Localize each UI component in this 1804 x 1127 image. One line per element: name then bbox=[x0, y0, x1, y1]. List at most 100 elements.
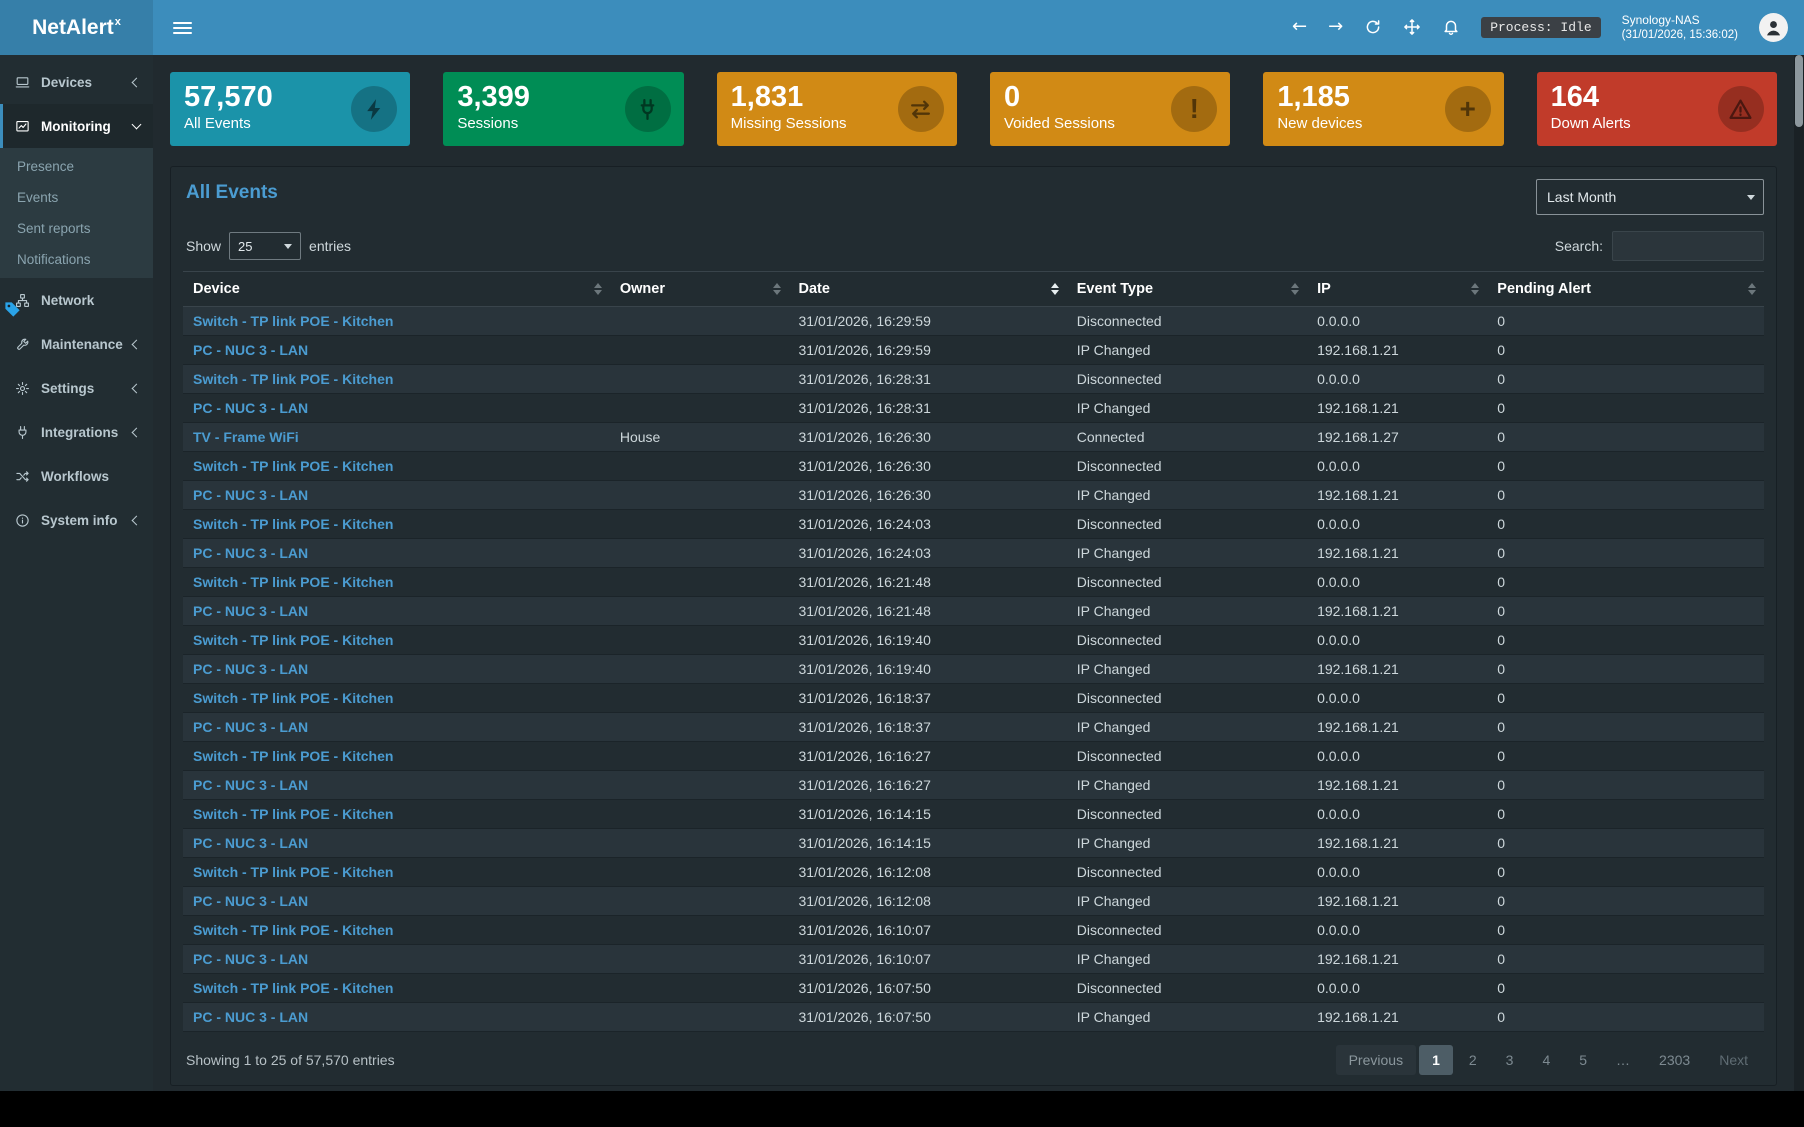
ip-cell: 192.168.1.21 bbox=[1307, 770, 1488, 800]
pagination-previous-button[interactable]: Previous bbox=[1335, 1045, 1417, 1075]
pagination-page-…[interactable]: … bbox=[1616, 1052, 1631, 1068]
device-link[interactable]: Switch - TP link POE - Kitchen bbox=[193, 516, 394, 532]
table-row: PC - NUC 3 - LAN 31/01/2026, 16:12:08 IP C… bbox=[183, 886, 1764, 916]
pending-alert-cell: 0 bbox=[1487, 509, 1764, 539]
device-link[interactable]: Switch - TP link POE - Kitchen bbox=[193, 922, 394, 938]
column-header-ip[interactable]: IP bbox=[1307, 271, 1488, 307]
device-cell: Switch - TP link POE - Kitchen bbox=[183, 973, 610, 1003]
device-cell: PC - NUC 3 - LAN bbox=[183, 480, 610, 510]
device-link[interactable]: PC - NUC 3 - LAN bbox=[193, 893, 309, 909]
column-header-owner[interactable]: Owner bbox=[609, 271, 789, 307]
column-header-date[interactable]: Date bbox=[788, 271, 1067, 307]
date-cell: 31/01/2026, 16:21:48 bbox=[788, 567, 1067, 597]
stat-card-sessions[interactable]: 3,399 Sessions bbox=[443, 72, 684, 146]
sidebar-item-monitoring[interactable]: Monitoring bbox=[0, 104, 153, 148]
device-link[interactable]: Switch - TP link POE - Kitchen bbox=[193, 632, 394, 648]
pending-alert-cell: 0 bbox=[1487, 393, 1764, 423]
device-link[interactable]: PC - NUC 3 - LAN bbox=[193, 835, 309, 851]
pagination-page-1[interactable]: 1 bbox=[1419, 1045, 1453, 1075]
refresh-icon[interactable] bbox=[1364, 18, 1382, 36]
device-link[interactable]: Switch - TP link POE - Kitchen bbox=[193, 574, 394, 590]
device-cell: PC - NUC 3 - LAN bbox=[183, 944, 610, 974]
pagination-page-4[interactable]: 4 bbox=[1542, 1052, 1551, 1068]
back-icon[interactable]: ← bbox=[1292, 16, 1308, 38]
sidebar-subitem-notifications[interactable]: Notifications bbox=[17, 252, 91, 267]
device-link[interactable]: PC - NUC 3 - LAN bbox=[193, 342, 309, 358]
device-link[interactable]: PC - NUC 3 - LAN bbox=[193, 661, 309, 677]
move-icon[interactable] bbox=[1403, 18, 1421, 36]
device-link[interactable]: PC - NUC 3 - LAN bbox=[193, 951, 309, 967]
device-link[interactable]: Switch - TP link POE - Kitchen bbox=[193, 690, 394, 706]
stat-card-down-alerts[interactable]: 164 Down Alerts bbox=[1536, 72, 1777, 146]
stat-card-voided-sessions[interactable]: 0 Voided Sessions! bbox=[989, 72, 1231, 146]
user-avatar[interactable] bbox=[1759, 12, 1788, 42]
sort-icon bbox=[1748, 283, 1756, 295]
sidebar-item-system-info[interactable]: System info bbox=[0, 498, 153, 542]
entries-label: entries bbox=[309, 238, 352, 254]
scrollbar-track[interactable] bbox=[1794, 55, 1804, 1091]
column-header-device[interactable]: Device bbox=[183, 271, 610, 307]
forward-icon[interactable]: → bbox=[1328, 16, 1344, 38]
pagination-page-3[interactable]: 3 bbox=[1505, 1052, 1514, 1068]
page-length-select[interactable]: 25 bbox=[229, 232, 302, 260]
sidebar-subitem-presence[interactable]: Presence bbox=[17, 159, 75, 174]
scrollbar-thumb[interactable] bbox=[1795, 55, 1803, 127]
sidebar-toggle-button[interactable] bbox=[173, 21, 192, 34]
pending-alert-cell: 0 bbox=[1487, 1002, 1764, 1032]
sidebar-item-workflows[interactable]: Workflows bbox=[0, 454, 153, 498]
search-input[interactable] bbox=[1612, 231, 1764, 261]
table-body: Switch - TP link POE - Kitchen 31/01/2026… bbox=[183, 306, 1764, 1032]
owner-cell bbox=[609, 480, 789, 510]
date-cell: 31/01/2026, 16:19:40 bbox=[788, 654, 1067, 684]
device-link[interactable]: PC - NUC 3 - LAN bbox=[193, 719, 309, 735]
table-summary: Showing 1 to 25 of 57,570 entries bbox=[186, 1052, 395, 1068]
sidebar-subitem-events[interactable]: Events bbox=[17, 190, 59, 205]
brand-logo[interactable]: NetAlert x bbox=[0, 0, 153, 55]
pagination-page-2[interactable]: 2 bbox=[1468, 1052, 1477, 1068]
device-link[interactable]: Switch - TP link POE - Kitchen bbox=[193, 806, 394, 822]
sidebar-item-devices[interactable]: Devices bbox=[0, 60, 153, 104]
device-cell: PC - NUC 3 - LAN bbox=[183, 335, 610, 365]
bell-icon[interactable] bbox=[1442, 18, 1460, 36]
device-link[interactable]: PC - NUC 3 - LAN bbox=[193, 603, 309, 619]
device-link[interactable]: Switch - TP link POE - Kitchen bbox=[193, 371, 394, 387]
period-select[interactable]: Last Month bbox=[1536, 179, 1764, 215]
ip-cell: 0.0.0.0 bbox=[1307, 973, 1488, 1003]
stat-card-missing-sessions[interactable]: 1,831 Missing Sessions bbox=[716, 72, 957, 146]
owner-cell bbox=[609, 335, 789, 365]
device-link[interactable]: PC - NUC 3 - LAN bbox=[193, 487, 309, 503]
device-link[interactable]: Switch - TP link POE - Kitchen bbox=[193, 748, 394, 764]
device-link[interactable]: PC - NUC 3 - LAN bbox=[193, 1009, 309, 1025]
device-link[interactable]: PC - NUC 3 - LAN bbox=[193, 777, 309, 793]
owner-cell bbox=[609, 741, 789, 771]
floating-tag-icon[interactable] bbox=[3, 300, 22, 319]
ip-cell: 192.168.1.21 bbox=[1307, 335, 1488, 365]
table-row: Switch - TP link POE - Kitchen 31/01/2026… bbox=[183, 364, 1764, 394]
event-type-cell: Disconnected bbox=[1066, 625, 1308, 655]
device-link[interactable]: PC - NUC 3 - LAN bbox=[193, 400, 309, 416]
device-link[interactable]: Switch - TP link POE - Kitchen bbox=[193, 458, 394, 474]
sidebar-item-integrations[interactable]: Integrations bbox=[0, 410, 153, 454]
event-type-cell: Disconnected bbox=[1066, 364, 1308, 394]
sidebar-subitem-sent-reports[interactable]: Sent reports bbox=[17, 221, 91, 236]
device-link[interactable]: Switch - TP link POE - Kitchen bbox=[193, 313, 394, 329]
plug-icon bbox=[624, 86, 671, 132]
column-header-pending-alert[interactable]: Pending Alert bbox=[1487, 271, 1764, 307]
pagination-next-button[interactable]: Next bbox=[1719, 1052, 1748, 1068]
sidebar-item-network[interactable]: Network bbox=[0, 278, 153, 322]
stat-card-all-events[interactable]: 57,570 All Events bbox=[170, 72, 411, 146]
date-cell: 31/01/2026, 16:28:31 bbox=[788, 364, 1067, 394]
device-link[interactable]: Switch - TP link POE - Kitchen bbox=[193, 980, 394, 996]
device-cell: PC - NUC 3 - LAN bbox=[183, 770, 610, 800]
column-header-event-type[interactable]: Event Type bbox=[1066, 271, 1308, 307]
stat-card-new-devices[interactable]: 1,185 New devices + bbox=[1263, 72, 1504, 146]
sidebar-item-maintenance[interactable]: Maintenance bbox=[0, 322, 153, 366]
sidebar-item-label: System info bbox=[41, 512, 118, 528]
pagination-page-2303[interactable]: 2303 bbox=[1659, 1052, 1691, 1068]
chevron-left-icon bbox=[131, 77, 142, 87]
pagination-page-5[interactable]: 5 bbox=[1579, 1052, 1588, 1068]
device-link[interactable]: Switch - TP link POE - Kitchen bbox=[193, 864, 394, 880]
sidebar-item-settings[interactable]: Settings bbox=[0, 366, 153, 410]
device-link[interactable]: PC - NUC 3 - LAN bbox=[193, 545, 309, 561]
device-link[interactable]: TV - Frame WiFi bbox=[193, 429, 299, 445]
